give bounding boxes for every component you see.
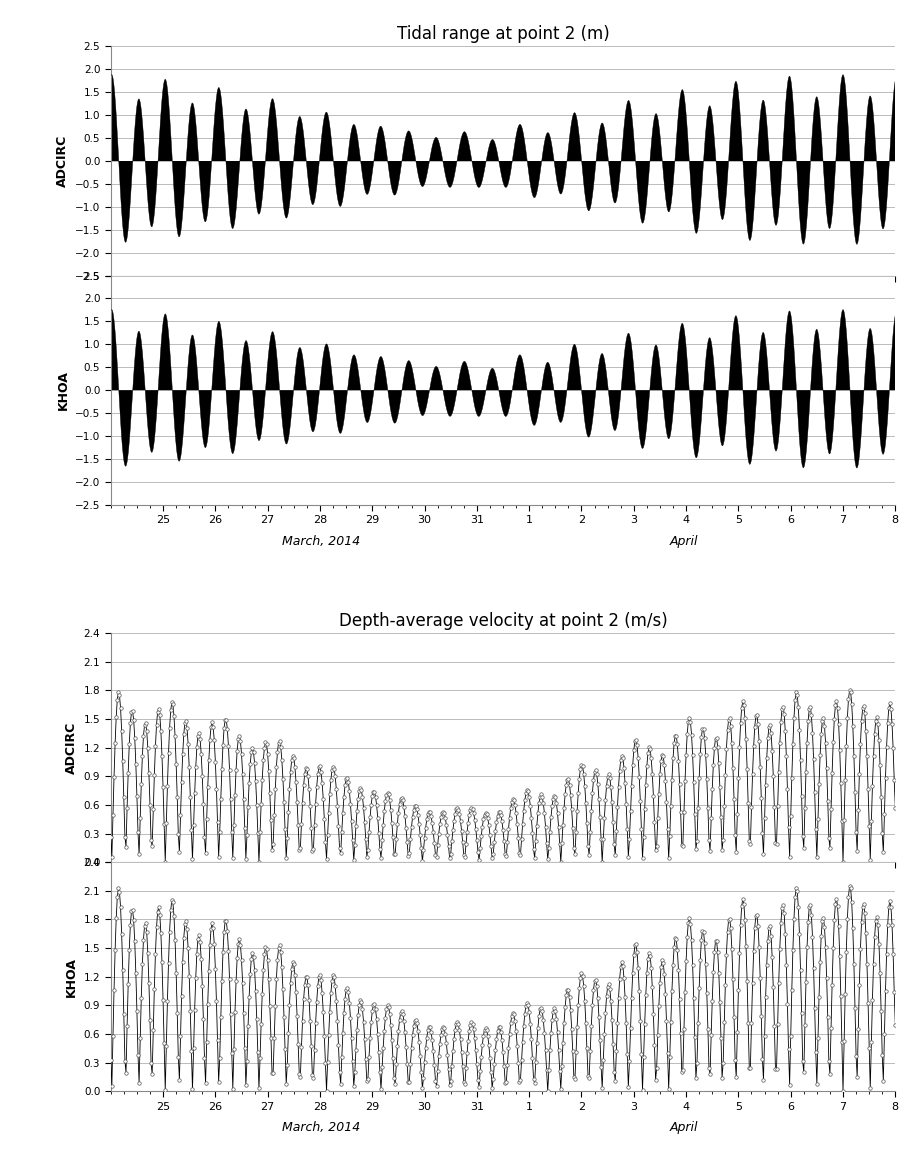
Y-axis label: ADCIRC: ADCIRC	[66, 721, 78, 773]
Title: Depth-average velocity at point 2 (m/s): Depth-average velocity at point 2 (m/s)	[339, 612, 667, 630]
Text: March, 2014: March, 2014	[282, 1122, 360, 1134]
Y-axis label: KHOA: KHOA	[56, 370, 69, 410]
Text: April: April	[669, 534, 698, 548]
Text: April: April	[669, 1122, 698, 1134]
Y-axis label: KHOA: KHOA	[66, 957, 78, 996]
Title: Tidal range at point 2 (m): Tidal range at point 2 (m)	[397, 26, 609, 43]
Text: March, 2014: March, 2014	[282, 534, 360, 548]
Y-axis label: ADCIRC: ADCIRC	[56, 135, 69, 187]
